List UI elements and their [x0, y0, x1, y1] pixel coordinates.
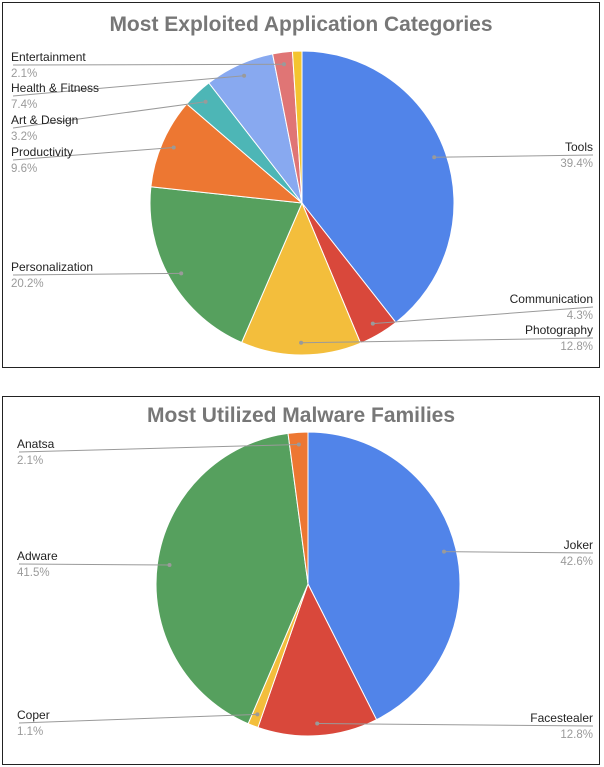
slice-percent-coper: 1.1%: [17, 726, 43, 738]
pie-slice-adware: [155, 432, 309, 725]
slice-percent-entertainment: 2.1%: [11, 68, 37, 80]
slice-percent-health-and-fitness: 7.4%: [11, 99, 37, 111]
leader-dot-facestealer: [315, 721, 320, 726]
slice-label-anatsa: Anatsa: [17, 437, 55, 451]
slice-label-adware: Adware: [17, 549, 58, 563]
slice-percent-art-and-design: 3.2%: [11, 131, 37, 143]
slice-label-photography: Photography: [525, 323, 593, 337]
slice-label-productivity: Productivity: [11, 145, 73, 159]
chart-panel-app-categories: Most Exploited Application Categories To…: [2, 2, 600, 368]
pie-slice-anatsa: [287, 431, 309, 585]
pie-chart-app-categories: Most Exploited Application Categories To…: [11, 13, 594, 356]
leader-dot-joker: [442, 549, 446, 554]
slice-percent-joker: 42.6%: [560, 556, 593, 568]
leader-line-entertainment: [12, 63, 285, 66]
slice-label-entertainment: Entertainment: [11, 50, 86, 64]
slice-percent-communication: 4.3%: [567, 310, 593, 322]
chart-title: Most Exploited Application Categories: [109, 13, 492, 36]
leader-dot-communication: [370, 321, 375, 326]
pie-slice-joker: [307, 431, 461, 721]
leader-dot-productivity: [171, 145, 176, 150]
slice-label-communication: Communication: [510, 292, 593, 306]
slice-label-art-and-design: Art & Design: [11, 113, 78, 127]
pie-slice-unlabeled: [291, 50, 303, 204]
leader-line-anatsa: [18, 444, 299, 453]
leader-dot-art-and-design: [203, 99, 208, 104]
slice-percent-photography: 12.8%: [560, 341, 593, 353]
leader-dot-health-and-fitness: [242, 73, 247, 78]
slice-percent-adware: 41.5%: [17, 567, 50, 579]
slice-label-coper: Coper: [17, 708, 50, 722]
leader-dot-entertainment: [282, 62, 286, 67]
slice-label-joker: Joker: [564, 538, 593, 552]
leader-line-personalization: [12, 272, 182, 276]
pie-slice-facestealer: [257, 582, 378, 737]
pie-slice-personalization: [149, 186, 303, 344]
slice-percent-tools: 39.4%: [560, 158, 593, 170]
leader-dot-tools: [432, 155, 437, 160]
pie-slice-photography: [240, 201, 362, 356]
slice-percent-productivity: 9.6%: [11, 163, 37, 175]
leader-line-joker: [443, 551, 594, 554]
leader-line-productivity: [12, 147, 174, 161]
slice-label-facestealer: Facestealer: [530, 711, 593, 725]
chart-panel-malware-families: Most Utilized Malware Families Joker 42.6…: [2, 396, 600, 765]
slice-label-health-and-fitness: Health & Fitness: [11, 81, 99, 95]
slice-percent-personalization: 20.2%: [11, 278, 44, 290]
leader-dot-photography: [299, 340, 304, 345]
slice-label-tools: Tools: [565, 140, 593, 154]
leader-dot-personalization: [179, 271, 184, 276]
leader-line-art-and-design: [12, 101, 206, 129]
leader-dot-anatsa: [296, 442, 301, 447]
leader-line-tools: [434, 154, 594, 158]
slice-label-personalization: Personalization: [11, 260, 93, 274]
leader-dot-adware: [167, 563, 172, 567]
chart-title: Most Utilized Malware Families: [147, 404, 455, 427]
pie-slice-tools: [301, 50, 455, 324]
slice-percent-facestealer: 12.8%: [560, 729, 593, 741]
pie-slice-productivity: [150, 103, 304, 204]
slice-percent-anatsa: 2.1%: [17, 455, 43, 467]
leader-line-photography: [301, 337, 594, 344]
leader-line-health-and-fitness: [12, 75, 245, 97]
pie-chart-malware-families: Most Utilized Malware Families Joker 42.6…: [17, 404, 594, 741]
leader-line-coper: [18, 713, 258, 724]
leader-dot-coper: [255, 712, 260, 717]
leader-line-communication: [372, 306, 594, 325]
leader-line-facestealer: [317, 723, 594, 727]
leader-line-adware: [18, 563, 170, 566]
